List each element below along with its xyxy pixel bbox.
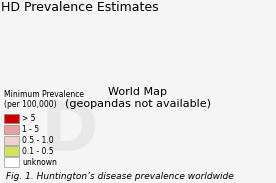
FancyBboxPatch shape [4, 147, 19, 156]
Text: D: D [41, 98, 99, 165]
Text: 0.1 - 0.5: 0.1 - 0.5 [22, 147, 54, 156]
FancyBboxPatch shape [4, 157, 19, 167]
Text: 0.5 - 1.0: 0.5 - 1.0 [22, 136, 54, 145]
Text: Fig. 1. Huntington’s disease prevalence worldwide: Fig. 1. Huntington’s disease prevalence … [6, 172, 233, 181]
FancyBboxPatch shape [4, 125, 19, 134]
Text: 1 - 5: 1 - 5 [22, 125, 39, 134]
FancyBboxPatch shape [4, 114, 19, 123]
Text: World Map
(geopandas not available): World Map (geopandas not available) [65, 87, 211, 109]
Text: HD Prevalence Estimates: HD Prevalence Estimates [1, 1, 159, 14]
Text: > 5: > 5 [22, 114, 35, 123]
Text: unknown: unknown [22, 158, 57, 167]
FancyBboxPatch shape [4, 136, 19, 145]
Text: Minimum Prevalence
(per 100,000): Minimum Prevalence (per 100,000) [4, 90, 84, 109]
